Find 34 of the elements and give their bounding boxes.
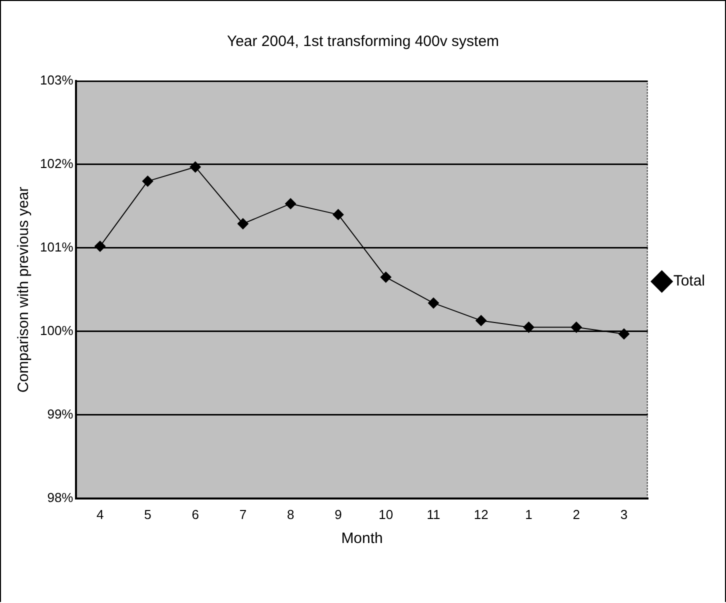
x-tick-label: 3 xyxy=(620,506,628,522)
x-tick-label: 6 xyxy=(192,506,199,522)
y-tick-label: 99% xyxy=(47,406,74,422)
point xyxy=(332,209,344,220)
point xyxy=(618,328,630,340)
point xyxy=(380,272,392,283)
x-tick-label: 7 xyxy=(239,506,247,522)
x-tick-label: 5 xyxy=(144,506,152,522)
y-tick-label: 100% xyxy=(40,323,74,338)
point xyxy=(94,240,106,252)
x-tick-label: 10 xyxy=(378,506,394,522)
y-tick-label: 101% xyxy=(40,240,74,255)
point xyxy=(428,298,439,309)
point xyxy=(570,322,582,333)
x-tick-label: 9 xyxy=(334,506,342,522)
x-tick-label: 1 xyxy=(525,506,532,522)
x-tick-label: 12 xyxy=(474,506,488,522)
x-tick-label: 11 xyxy=(426,506,440,522)
point xyxy=(190,161,201,172)
legend-label: Total xyxy=(673,272,706,290)
x-tick-label: 8 xyxy=(286,506,294,522)
chart-title: Year 2004, 1st transforming 400v system xyxy=(226,33,500,50)
point xyxy=(237,218,248,230)
x-tick-label: 2 xyxy=(572,506,580,522)
point xyxy=(476,315,487,326)
y-tick-label: 103% xyxy=(40,72,74,88)
y-tick-label: 102% xyxy=(40,156,74,172)
x-tick-label: 4 xyxy=(96,506,104,522)
y-tick-label: 98% xyxy=(47,490,74,505)
y-axis-title: Comparison with previous year xyxy=(15,186,32,393)
x-axis-title: Month xyxy=(341,530,383,548)
point xyxy=(285,198,296,210)
point xyxy=(142,176,154,187)
point xyxy=(523,322,534,333)
